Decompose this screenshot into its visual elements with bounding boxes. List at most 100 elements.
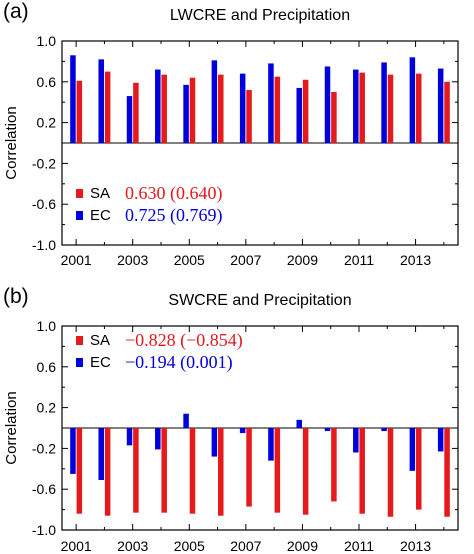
legend-name-ec: EC xyxy=(90,354,111,371)
bar-sa-2012 xyxy=(387,74,394,143)
xtick-label: 2007 xyxy=(230,252,261,268)
panel-label: (b) xyxy=(3,285,29,308)
bar-ec-2002 xyxy=(98,59,104,143)
bar-sa-2002 xyxy=(104,71,111,143)
bar-ec-2004 xyxy=(155,69,161,143)
bar-ec-2006 xyxy=(211,428,218,457)
bar-sa-2005 xyxy=(189,77,196,143)
bar-ec-2001 xyxy=(70,55,76,143)
bar-ec-2013 xyxy=(409,428,416,471)
legend-stat-ec: 0.725 (0.769) xyxy=(125,205,223,226)
bar-ec-2010 xyxy=(324,428,331,432)
bar-sa-2011 xyxy=(359,72,365,143)
chart-title: SWCRE and Precipitation xyxy=(168,292,351,309)
bar-sa-2008 xyxy=(274,76,281,143)
bar-sa-2010 xyxy=(331,92,337,143)
bar-sa-2009 xyxy=(302,79,309,143)
xtick-label: 2005 xyxy=(174,252,205,268)
bar-sa-2005 xyxy=(189,428,196,514)
legend-swatch-ec xyxy=(76,358,83,367)
bar-sa-2014 xyxy=(444,81,450,143)
chart-panel-2: (b) SWCRE and Precipitation 1.0 0.6 0.2 -0.2 -… xyxy=(3,285,459,554)
bar-ec-2011 xyxy=(353,428,359,453)
bar-ec-2003 xyxy=(126,428,133,446)
bar-ec-2009 xyxy=(296,419,302,428)
ytick-label: -0.2 xyxy=(32,155,56,171)
bar-sa-2001 xyxy=(76,428,83,514)
bar-ec-2011 xyxy=(353,69,359,143)
bar-ec-2013 xyxy=(409,57,416,143)
bar-ec-2004 xyxy=(155,428,161,450)
bar-ec-2005 xyxy=(183,413,189,428)
legend-name-sa: SA xyxy=(90,332,110,349)
xtick-label: 2011 xyxy=(344,252,374,268)
xtick-label: 2013 xyxy=(400,252,431,268)
xtick-label: 2009 xyxy=(287,538,318,554)
y-axis-label: Correlation xyxy=(3,106,20,179)
xtick-label: 2011 xyxy=(344,538,374,554)
xtick-label: 2001 xyxy=(61,252,92,268)
bar-sa-2004 xyxy=(161,74,167,143)
bar-sa-2004 xyxy=(161,428,167,513)
bar-sa-2013 xyxy=(416,73,422,143)
legend-stat-ec: −0.194 (0.001) xyxy=(125,352,233,373)
bar-sa-2003 xyxy=(133,82,139,143)
bar-sa-2014 xyxy=(444,428,450,517)
bar-ec-2001 xyxy=(70,428,76,474)
bar-ec-2008 xyxy=(268,63,274,143)
bar-sa-2011 xyxy=(359,428,365,514)
bar-ec-2008 xyxy=(268,428,274,461)
ytick-label: 0.2 xyxy=(37,115,57,131)
bar-ec-2002 xyxy=(98,428,104,481)
ytick-label: -1.0 xyxy=(32,237,56,253)
legend-name-ec: EC xyxy=(90,207,111,224)
bar-sa-2003 xyxy=(133,428,139,513)
panel-label: (a) xyxy=(3,0,29,23)
xtick-label: 2001 xyxy=(61,538,92,554)
bar-ec-2005 xyxy=(183,84,189,143)
bar-ec-2007 xyxy=(239,428,246,434)
legend-stat-sa: 0.630 (0.640) xyxy=(125,183,223,204)
bar-ec-2006 xyxy=(211,60,218,143)
ytick-label: -0.6 xyxy=(32,196,56,212)
ytick-label: 0.2 xyxy=(37,400,57,416)
bar-sa-2012 xyxy=(387,428,394,517)
y-axis-label: Correlation xyxy=(3,391,20,464)
chart-title: LWCRE and Precipitation xyxy=(170,7,350,24)
bar-ec-2012 xyxy=(381,428,387,432)
xtick-label: 2009 xyxy=(287,252,318,268)
ytick-label: -0.2 xyxy=(32,440,56,456)
ytick-label: -0.6 xyxy=(32,481,56,497)
bar-sa-2007 xyxy=(246,89,252,143)
ytick-label: 0.6 xyxy=(37,359,57,375)
bar-ec-2010 xyxy=(324,66,331,143)
xtick-label: 2003 xyxy=(117,252,148,268)
bar-ec-2003 xyxy=(126,96,133,143)
bar-sa-2001 xyxy=(76,80,83,143)
bar-sa-2006 xyxy=(218,74,224,143)
bar-sa-2009 xyxy=(302,428,309,515)
ytick-label: 0.6 xyxy=(37,74,57,90)
xtick-label: 2003 xyxy=(117,538,148,554)
bar-ec-2012 xyxy=(381,62,387,143)
xtick-label: 2007 xyxy=(230,538,261,554)
bar-sa-2002 xyxy=(104,428,111,516)
ytick-label: 1.0 xyxy=(37,33,57,49)
bar-sa-2010 xyxy=(331,428,337,502)
ytick-label: -1.0 xyxy=(32,522,56,538)
xtick-label: 2005 xyxy=(174,538,205,554)
legend-stat-sa: −0.828 (−0.854) xyxy=(125,330,243,351)
legend-swatch-ec xyxy=(76,211,83,220)
xtick-label: 2013 xyxy=(400,538,431,554)
bar-ec-2014 xyxy=(437,428,444,452)
bar-sa-2007 xyxy=(246,428,252,507)
bar-ec-2014 xyxy=(437,68,444,143)
bar-ec-2009 xyxy=(296,87,302,143)
chart-panel-1: (a) LWCRE and Precipitation 1.0 0.6 0.2 -0.2 -… xyxy=(3,0,459,268)
ytick-label: 1.0 xyxy=(37,318,57,334)
legend-swatch-sa xyxy=(76,336,83,345)
bar-sa-2013 xyxy=(416,428,422,510)
bar-sa-2008 xyxy=(274,428,281,513)
legend-swatch-sa xyxy=(76,189,83,198)
